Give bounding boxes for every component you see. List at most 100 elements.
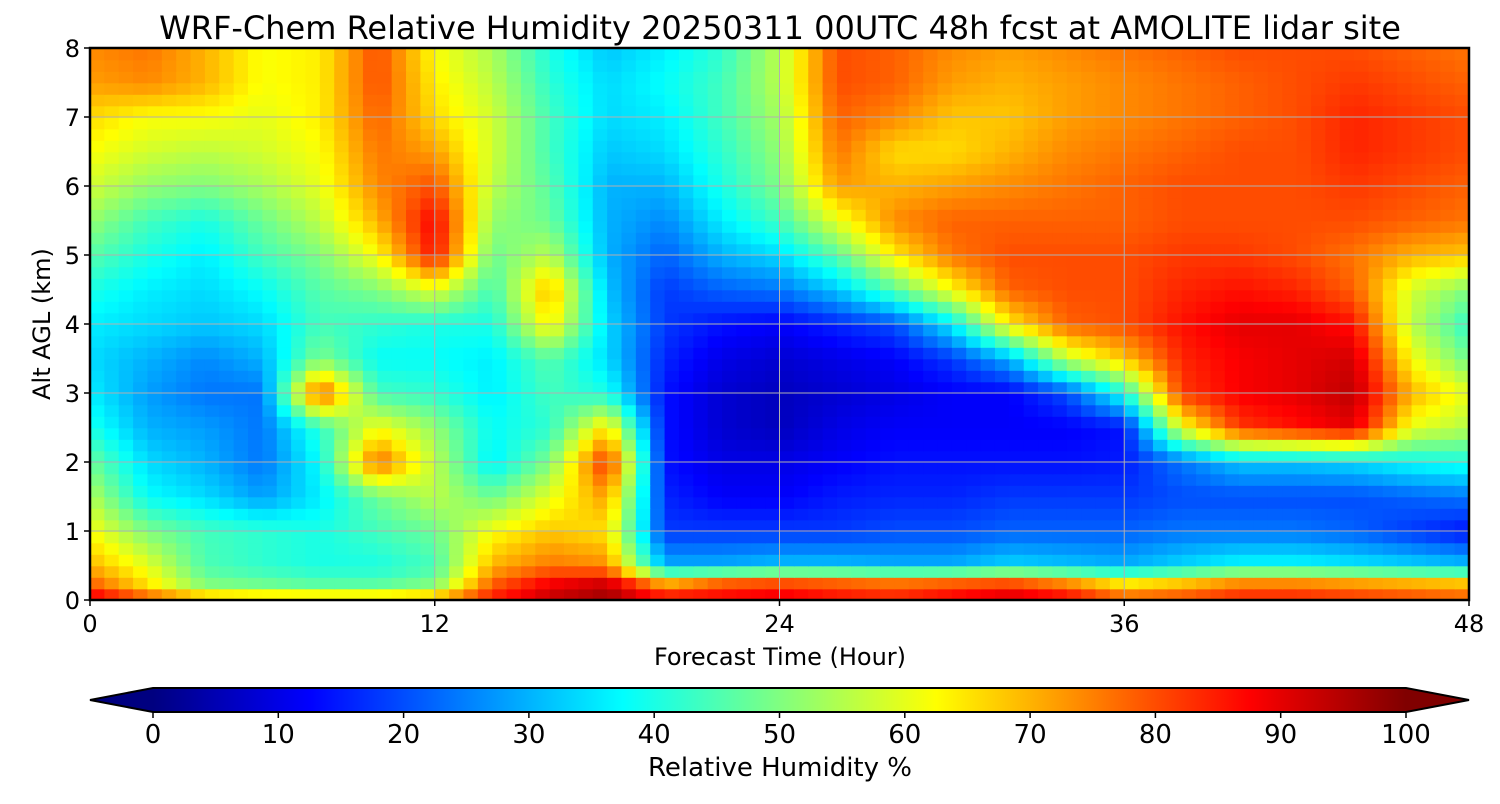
heatmap-cell xyxy=(477,335,493,348)
heatmap-cell xyxy=(650,485,666,498)
heatmap-cell xyxy=(434,82,450,95)
heatmap-cell xyxy=(808,324,824,337)
heatmap-cell xyxy=(779,577,795,590)
heatmap-cell xyxy=(1296,496,1312,509)
heatmap-cell xyxy=(204,151,221,164)
heatmap-cell xyxy=(1009,393,1025,406)
heatmap-cell xyxy=(1138,289,1154,302)
heatmap-cell xyxy=(1454,462,1469,475)
heatmap-cell xyxy=(1368,312,1384,325)
heatmap-cell xyxy=(908,197,924,210)
heatmap-cell xyxy=(1167,140,1183,153)
heatmap-cell xyxy=(1440,301,1456,314)
heatmap-cell xyxy=(678,220,695,233)
heatmap-cell xyxy=(420,163,436,176)
heatmap-cell xyxy=(1325,312,1341,325)
heatmap-cell xyxy=(506,577,522,590)
heatmap-cell xyxy=(291,462,307,475)
heatmap-cell xyxy=(722,174,738,187)
heatmap-cell xyxy=(1138,519,1154,532)
heatmap-cell xyxy=(492,232,508,245)
heatmap-cell xyxy=(1325,197,1341,210)
heatmap-cell xyxy=(937,232,953,245)
heatmap-cell xyxy=(535,427,551,440)
heatmap-cell xyxy=(1253,278,1269,291)
heatmap-cell xyxy=(1081,312,1097,325)
heatmap-cell xyxy=(204,531,221,544)
heatmap-cell xyxy=(1253,393,1269,406)
heatmap-cell xyxy=(1009,542,1025,555)
heatmap-cell xyxy=(506,519,522,532)
heatmap-cell xyxy=(923,554,939,567)
heatmap-cell xyxy=(880,393,896,406)
heatmap-cell xyxy=(966,427,982,440)
heatmap-cell xyxy=(219,335,235,348)
heatmap-cell xyxy=(492,278,508,291)
heatmap-cell xyxy=(1023,243,1039,256)
heatmap-cell xyxy=(750,151,766,164)
heatmap-cell xyxy=(118,48,134,61)
heatmap-cell xyxy=(1282,450,1298,463)
heatmap-cell xyxy=(951,416,968,429)
heatmap-cell xyxy=(276,278,292,291)
heatmap-cell xyxy=(291,71,307,84)
heatmap-cell xyxy=(190,577,206,590)
heatmap-cell xyxy=(923,163,939,176)
heatmap-cell xyxy=(678,508,695,521)
heatmap-cell xyxy=(348,324,364,337)
heatmap-cell xyxy=(607,82,623,95)
heatmap-cell xyxy=(1138,232,1154,245)
heatmap-cell xyxy=(750,243,766,256)
heatmap-cell xyxy=(1095,278,1111,291)
heatmap-cell xyxy=(291,48,307,61)
heatmap-cell xyxy=(291,94,307,107)
heatmap-cell xyxy=(1224,485,1240,498)
heatmap-cell xyxy=(736,485,752,498)
heatmap-cell xyxy=(750,266,766,279)
heatmap-cell xyxy=(1354,335,1370,348)
heatmap-cell xyxy=(291,117,307,130)
heatmap-cell xyxy=(90,565,106,578)
heatmap-cell xyxy=(1124,255,1140,268)
heatmap-cell xyxy=(951,266,968,279)
heatmap-cell xyxy=(434,71,450,84)
heatmap-cell xyxy=(147,542,163,555)
heatmap-cell xyxy=(1224,381,1240,394)
heatmap-cell xyxy=(664,59,680,72)
heatmap-cell xyxy=(1038,278,1054,291)
heatmap-cell xyxy=(492,82,508,95)
heatmap-cell xyxy=(176,416,192,429)
heatmap-cell xyxy=(722,48,738,61)
heatmap-cell xyxy=(1109,197,1126,210)
heatmap-cell xyxy=(1339,59,1355,72)
heatmap-cell xyxy=(334,151,350,164)
heatmap-cell xyxy=(678,151,695,164)
heatmap-cell xyxy=(276,427,292,440)
heatmap-cell xyxy=(951,450,968,463)
heatmap-cell xyxy=(765,243,781,256)
heatmap-cell xyxy=(966,278,982,291)
heatmap-cell xyxy=(233,59,249,72)
heatmap-cell xyxy=(133,542,149,555)
heatmap-cell xyxy=(233,151,249,164)
heatmap-cell xyxy=(1354,347,1370,360)
heatmap-cell xyxy=(923,427,939,440)
heatmap-cell xyxy=(1267,140,1284,153)
heatmap-cell xyxy=(894,197,910,210)
heatmap-cell xyxy=(463,462,479,475)
heatmap-cell xyxy=(420,393,436,406)
heatmap-cell xyxy=(291,519,307,532)
heatmap-cell xyxy=(248,151,264,164)
heatmap-cell xyxy=(836,370,853,383)
heatmap-cell xyxy=(1095,59,1111,72)
heatmap-cell xyxy=(147,588,163,600)
heatmap-cell xyxy=(1239,82,1255,95)
heatmap-cell xyxy=(1023,393,1039,406)
heatmap-cell xyxy=(994,94,1011,107)
heatmap-cell xyxy=(779,278,795,291)
heatmap-cell xyxy=(980,174,996,187)
heatmap-cell xyxy=(765,278,781,291)
heatmap-cell xyxy=(980,266,996,279)
heatmap-cell xyxy=(262,266,278,279)
heatmap-cell xyxy=(1081,381,1097,394)
